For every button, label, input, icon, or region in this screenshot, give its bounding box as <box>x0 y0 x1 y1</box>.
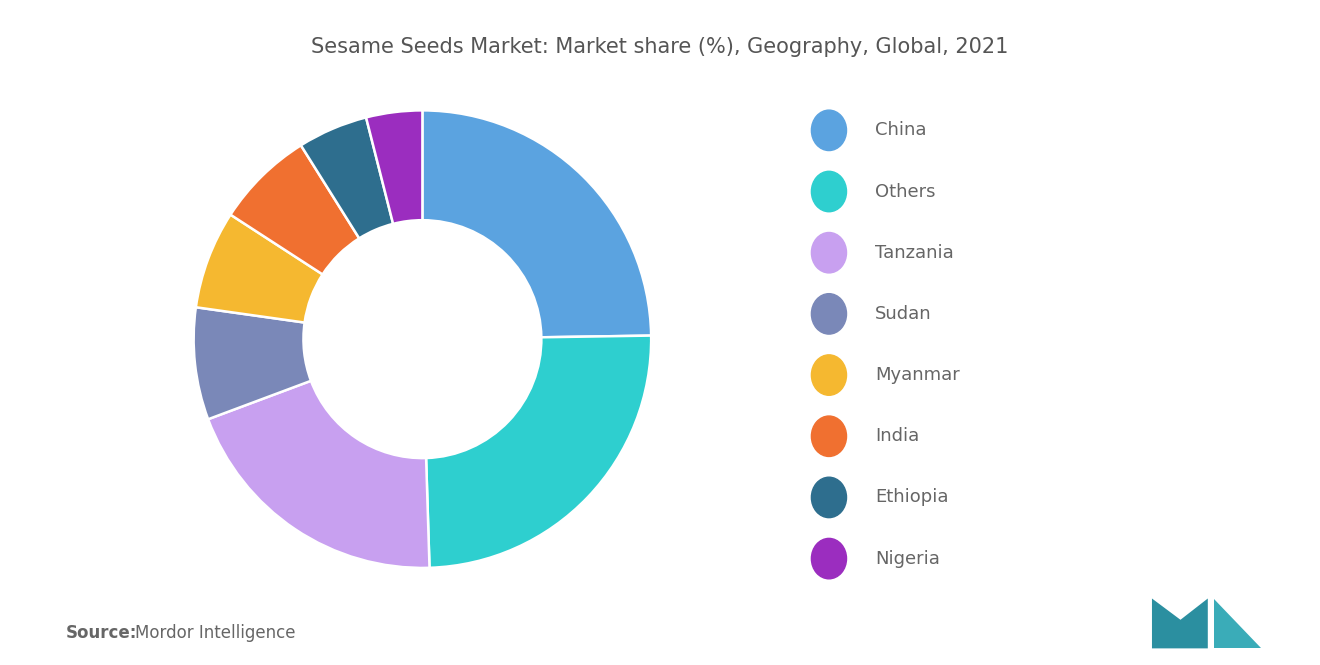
Wedge shape <box>194 307 312 419</box>
Text: India: India <box>875 427 920 446</box>
Polygon shape <box>1152 598 1208 648</box>
Circle shape <box>812 355 846 395</box>
Circle shape <box>812 110 846 150</box>
Text: Source:: Source: <box>66 624 137 642</box>
Circle shape <box>812 539 846 579</box>
Wedge shape <box>301 118 393 238</box>
Wedge shape <box>422 110 651 337</box>
Circle shape <box>812 172 846 211</box>
Circle shape <box>812 233 846 273</box>
Circle shape <box>812 416 846 456</box>
Text: Others: Others <box>875 182 936 201</box>
Circle shape <box>812 477 846 517</box>
Text: Sesame Seeds Market: Market share (%), Geography, Global, 2021: Sesame Seeds Market: Market share (%), G… <box>312 37 1008 57</box>
Wedge shape <box>426 336 651 568</box>
Text: Tanzania: Tanzania <box>875 243 954 262</box>
Wedge shape <box>231 146 359 275</box>
Wedge shape <box>195 215 322 323</box>
Text: Mordor Intelligence: Mordor Intelligence <box>135 624 296 642</box>
Wedge shape <box>366 110 422 224</box>
Text: China: China <box>875 121 927 140</box>
Text: Ethiopia: Ethiopia <box>875 488 949 507</box>
Text: Sudan: Sudan <box>875 305 932 323</box>
Text: Nigeria: Nigeria <box>875 549 940 568</box>
Polygon shape <box>1214 598 1262 648</box>
Wedge shape <box>209 381 429 568</box>
Text: Myanmar: Myanmar <box>875 366 960 384</box>
Circle shape <box>812 294 846 334</box>
